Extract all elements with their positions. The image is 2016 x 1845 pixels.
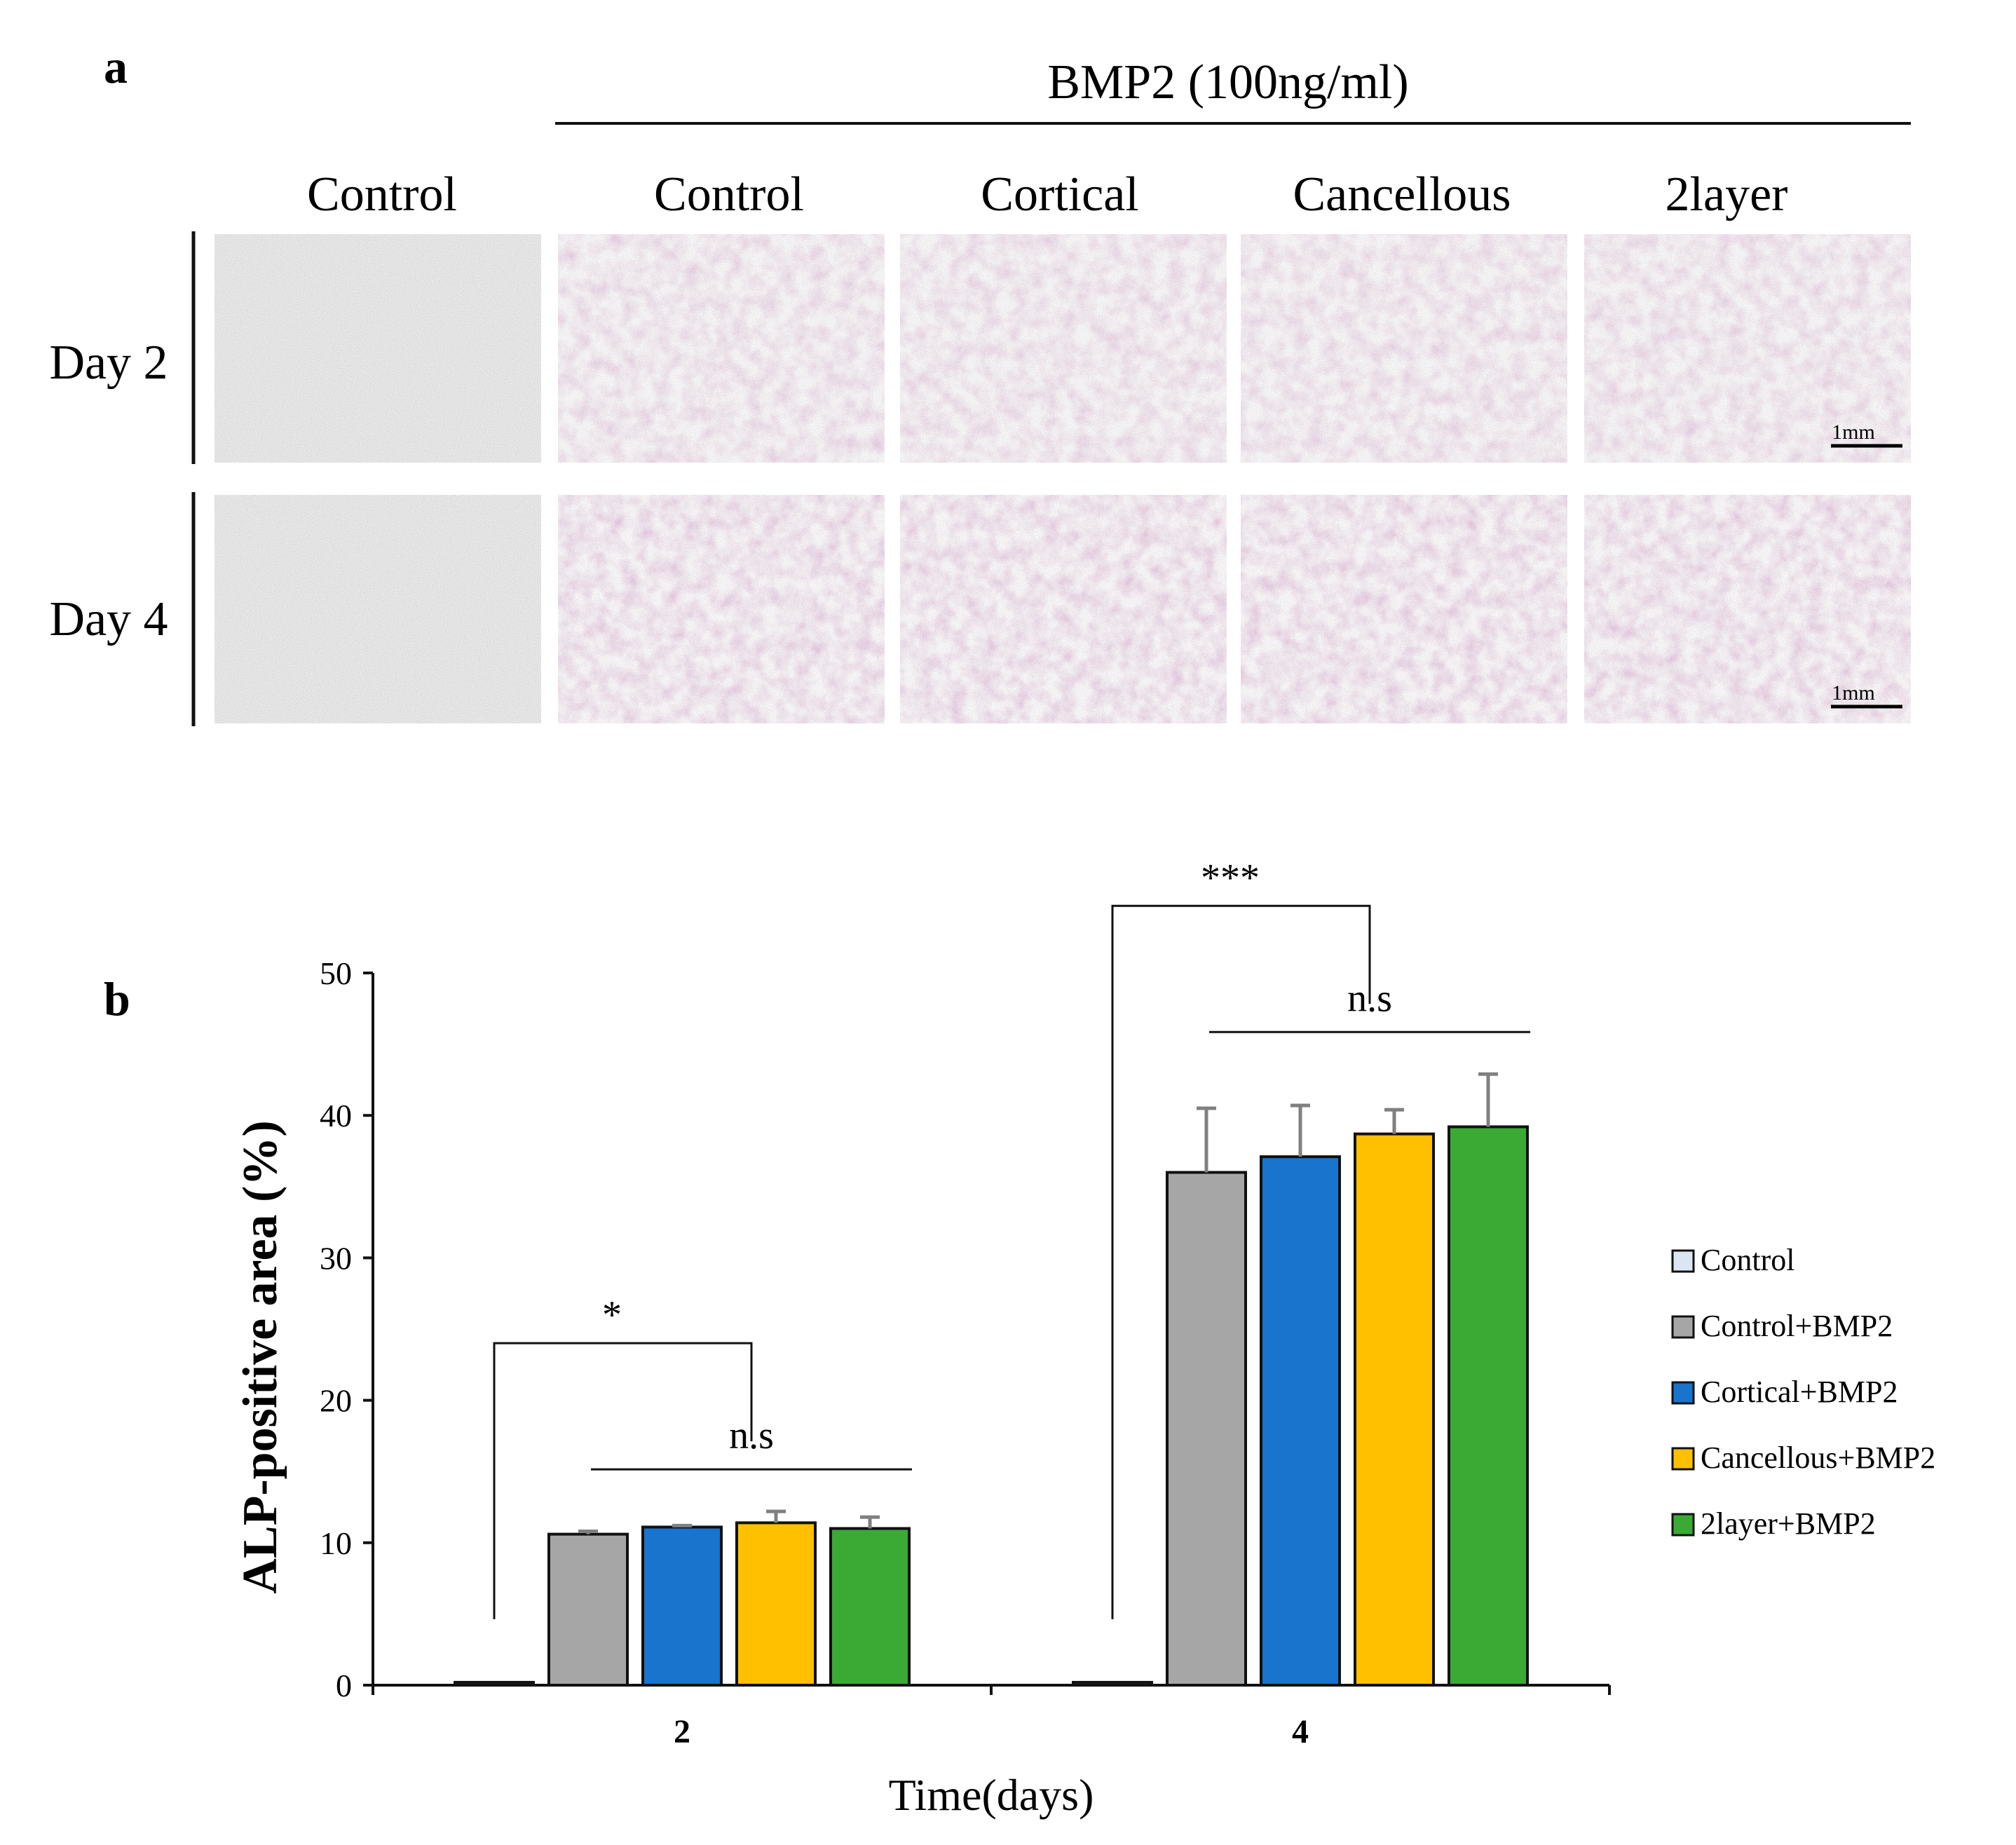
legend-swatch xyxy=(1671,1315,1695,1339)
scale-bar-label: 1mm xyxy=(1832,681,1875,704)
bar xyxy=(829,1527,911,1687)
ns-label: n.s xyxy=(1347,976,1392,1020)
bar xyxy=(1448,1125,1529,1687)
column-header: Cancellous xyxy=(1293,168,1511,222)
legend-item: Cortical+BMP2 xyxy=(1671,1375,1898,1409)
bar xyxy=(1166,1171,1247,1687)
legend: Control Control+BMP2 Cortical+BMP2 Cancello… xyxy=(1671,1243,1935,1541)
y-tick-label: 40 xyxy=(320,1098,352,1133)
ns-bracket: n.s xyxy=(591,1414,912,1471)
bar-chart: 0 10 20 30 40 50 2 4 Time(days) ALP-positive area… xyxy=(233,856,1935,1820)
legend-item: Control+BMP2 xyxy=(1671,1309,1893,1343)
legend-label: Cortical+BMP2 xyxy=(1701,1375,1898,1409)
legend-swatch xyxy=(1671,1447,1695,1471)
y-axis-label: ALP-positive area (%) xyxy=(233,1120,287,1593)
y-tick-label: 0 xyxy=(336,1668,352,1703)
micrograph-stained xyxy=(1584,495,1911,723)
column-headers: Control Control Cortical Cancellous 2lay… xyxy=(307,168,1787,222)
significance-bracket: *** xyxy=(1111,856,1371,1619)
y-tick-label: 50 xyxy=(320,955,352,991)
micrograph-grid: 1mm 1mm xyxy=(214,234,1911,723)
significance-label: *** xyxy=(1201,856,1260,899)
x-tick-label: 2 xyxy=(674,1713,690,1750)
bar xyxy=(1260,1155,1341,1687)
micrograph-control xyxy=(214,234,541,463)
scale-bar-label: 1mm xyxy=(1832,421,1875,444)
legend-swatch xyxy=(1671,1249,1695,1273)
column-header: 2layer xyxy=(1666,168,1788,222)
micrograph-stained xyxy=(900,234,1227,463)
bar xyxy=(547,1532,629,1687)
legend-label: 2layer+BMP2 xyxy=(1701,1506,1876,1541)
bar xyxy=(1072,1680,1153,1687)
y-tick-label: 10 xyxy=(320,1525,352,1561)
legend-swatch xyxy=(1671,1513,1695,1537)
x-axis-label: Time(days) xyxy=(889,1770,1094,1820)
micrograph-stained xyxy=(558,234,885,463)
micrograph-stained xyxy=(1584,234,1911,463)
column-header: Control xyxy=(307,168,457,222)
legend-label: Cancellous+BMP2 xyxy=(1701,1441,1935,1475)
treatment-header: BMP2 (100ng/ml) xyxy=(1047,55,1408,109)
micrograph-stained xyxy=(1241,234,1567,463)
micrograph-stained xyxy=(558,495,885,723)
row-labels: Day 2 Day 4 xyxy=(49,231,196,726)
legend-label: Control+BMP2 xyxy=(1701,1309,1893,1343)
significance-bracket: * xyxy=(493,1293,753,1619)
micrograph-stained xyxy=(900,495,1227,723)
column-header: Control xyxy=(654,168,804,222)
significance-label: * xyxy=(602,1293,622,1337)
panel-b-label: b xyxy=(104,972,130,1026)
legend-item: 2layer+BMP2 xyxy=(1671,1506,1876,1541)
y-tick-label: 20 xyxy=(320,1383,352,1419)
ns-label: n.s xyxy=(729,1414,774,1457)
bar xyxy=(454,1680,535,1687)
legend-swatch xyxy=(1671,1381,1695,1405)
row-label-day4: Day 4 xyxy=(49,592,168,646)
ns-bracket: n.s xyxy=(1209,976,1530,1033)
legend-label: Control xyxy=(1701,1243,1794,1277)
bar xyxy=(735,1521,817,1687)
micrograph-stained xyxy=(1241,495,1567,723)
scale-bar: 1mm xyxy=(1831,681,1902,709)
row-label-day2: Day 2 xyxy=(49,336,168,390)
panel-a-label: a xyxy=(104,40,128,93)
x-tick-label: 4 xyxy=(1292,1713,1309,1750)
column-header: Cortical xyxy=(981,168,1138,222)
bar xyxy=(641,1525,723,1687)
micrograph-control xyxy=(214,495,541,723)
legend-item: Control xyxy=(1671,1243,1794,1277)
scale-bar: 1mm xyxy=(1831,421,1902,448)
y-tick-label: 30 xyxy=(320,1240,352,1276)
bar xyxy=(1354,1132,1435,1687)
legend-item: Cancellous+BMP2 xyxy=(1671,1441,1935,1475)
